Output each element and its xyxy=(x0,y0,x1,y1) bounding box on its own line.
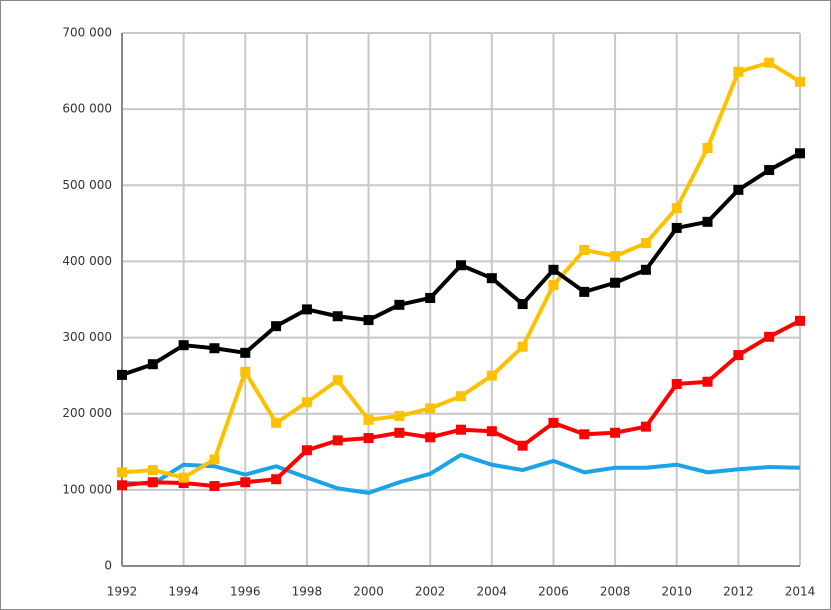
point-marker xyxy=(733,66,744,77)
point-marker xyxy=(332,435,343,446)
point-marker xyxy=(702,142,713,153)
point-marker xyxy=(764,331,775,342)
point-marker xyxy=(301,397,312,408)
point-marker xyxy=(425,432,436,443)
point-marker xyxy=(209,454,220,465)
point-marker xyxy=(733,184,744,195)
point-marker xyxy=(517,299,528,310)
point-marker xyxy=(733,350,744,361)
point-marker xyxy=(548,264,559,275)
series-line xyxy=(121,452,801,495)
point-marker xyxy=(271,417,282,428)
point-marker xyxy=(579,245,590,256)
point-marker xyxy=(178,472,189,483)
point-marker xyxy=(271,474,282,485)
point-marker xyxy=(795,148,805,159)
point-marker xyxy=(795,315,805,326)
x-tick-label: 2014 xyxy=(785,585,816,599)
y-tick-label: 0 xyxy=(104,559,112,573)
point-marker xyxy=(332,375,343,386)
point-marker xyxy=(425,403,436,414)
y-tick-label: 300 000 xyxy=(62,330,112,344)
x-tick-label: 1994 xyxy=(168,585,199,599)
x-tick-label: 2008 xyxy=(600,585,631,599)
point-marker xyxy=(117,480,127,491)
point-marker xyxy=(486,273,497,284)
x-tick-label: 2006 xyxy=(538,585,569,599)
y-tick-label: 100 000 xyxy=(62,482,112,496)
point-marker xyxy=(764,165,775,176)
point-marker xyxy=(579,286,590,297)
point-marker xyxy=(271,321,282,332)
point-marker xyxy=(209,343,220,354)
point-marker xyxy=(240,366,251,377)
x-tick-label: 2000 xyxy=(353,585,384,599)
point-marker xyxy=(117,369,127,380)
point-marker xyxy=(795,76,805,87)
point-marker xyxy=(425,292,436,303)
point-marker xyxy=(671,379,682,390)
point-marker xyxy=(486,426,497,437)
point-marker xyxy=(640,264,651,275)
point-marker xyxy=(394,299,405,310)
point-marker xyxy=(363,414,374,425)
point-marker xyxy=(147,465,158,476)
x-tick-label: 1996 xyxy=(230,585,261,599)
point-marker xyxy=(456,424,466,435)
point-marker xyxy=(702,376,713,387)
point-marker xyxy=(147,477,158,488)
point-marker xyxy=(456,260,466,271)
point-marker xyxy=(240,477,251,488)
point-marker xyxy=(117,467,127,478)
point-marker xyxy=(640,238,651,249)
x-tick-label: 2002 xyxy=(415,585,446,599)
point-marker xyxy=(147,359,158,370)
point-marker xyxy=(671,203,682,214)
y-tick-label: 600 000 xyxy=(62,102,112,116)
x-tick-label: 2012 xyxy=(723,585,754,599)
y-tick-label: 500 000 xyxy=(62,178,112,192)
x-tick-label: 2004 xyxy=(477,585,508,599)
point-marker xyxy=(178,340,189,351)
point-marker xyxy=(764,57,775,68)
x-tick-label: 1998 xyxy=(292,585,323,599)
point-marker xyxy=(301,445,312,456)
point-marker xyxy=(363,433,374,444)
point-marker xyxy=(394,427,405,438)
y-tick-label: 400 000 xyxy=(62,254,112,268)
point-marker xyxy=(394,410,405,421)
x-tick-label: 2010 xyxy=(661,585,692,599)
y-tick-label: 200 000 xyxy=(62,406,112,420)
x-tick-label: 1992 xyxy=(107,585,138,599)
point-marker xyxy=(610,251,621,262)
point-marker xyxy=(178,478,189,489)
point-marker xyxy=(671,222,682,233)
point-marker xyxy=(363,315,374,326)
point-marker xyxy=(610,277,621,288)
point-marker xyxy=(548,417,559,428)
point-marker xyxy=(486,370,497,381)
point-marker xyxy=(610,427,621,438)
y-tick-label: 700 000 xyxy=(62,26,112,40)
point-marker xyxy=(640,421,651,432)
point-marker xyxy=(548,280,559,291)
point-marker xyxy=(702,216,713,227)
point-marker xyxy=(240,347,251,358)
point-marker xyxy=(517,341,528,352)
point-marker xyxy=(517,440,528,451)
point-marker xyxy=(209,481,220,492)
point-marker xyxy=(332,311,343,322)
point-marker xyxy=(579,429,590,440)
point-marker xyxy=(301,304,312,315)
point-marker xyxy=(456,391,466,402)
